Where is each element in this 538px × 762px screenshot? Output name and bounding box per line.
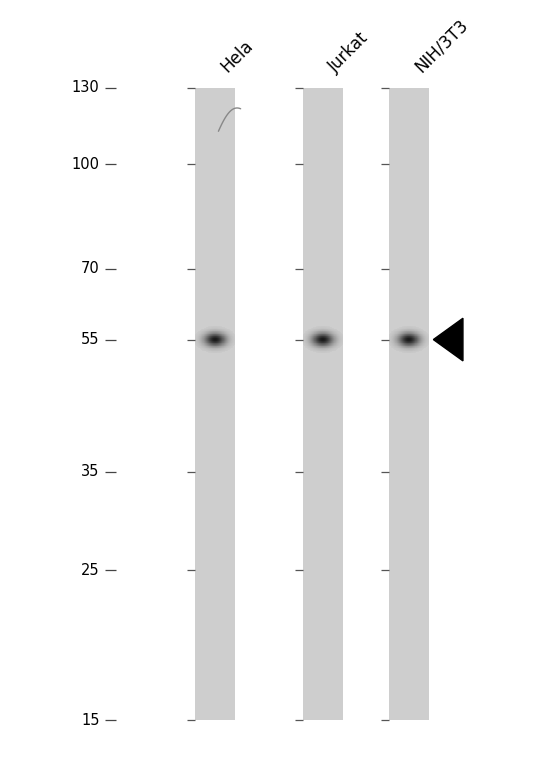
- Text: Hela: Hela: [218, 37, 257, 76]
- Text: 70: 70: [81, 261, 100, 277]
- Bar: [388, 88, 429, 720]
- Text: 35: 35: [81, 464, 100, 479]
- Polygon shape: [433, 319, 463, 361]
- Bar: [302, 88, 343, 720]
- Text: 25: 25: [81, 563, 100, 578]
- Text: 130: 130: [72, 80, 100, 95]
- Text: Jurkat: Jurkat: [325, 29, 372, 76]
- Bar: [195, 88, 236, 720]
- Text: 15: 15: [81, 712, 100, 728]
- Text: 100: 100: [72, 157, 100, 172]
- Text: 55: 55: [81, 332, 100, 347]
- Text: NIH/3T3: NIH/3T3: [412, 16, 472, 76]
